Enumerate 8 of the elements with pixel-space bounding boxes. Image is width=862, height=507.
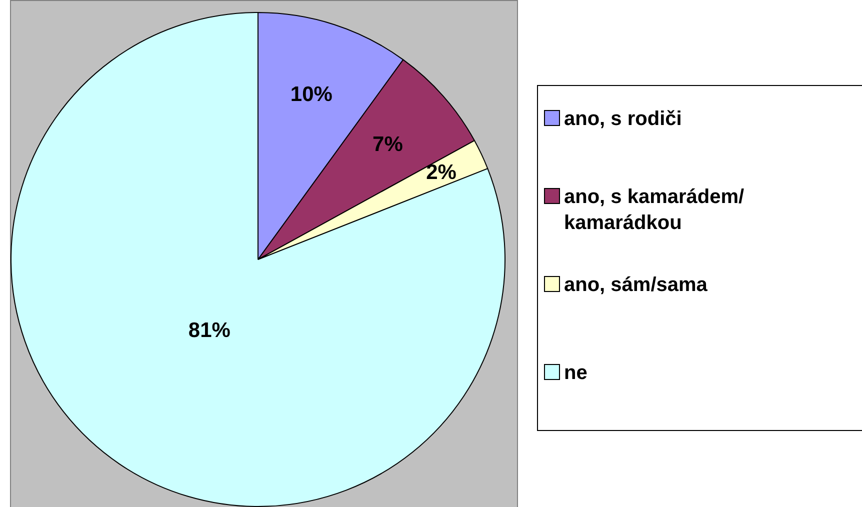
- legend-label: ano, sám/sama: [564, 273, 708, 298]
- data-label: 2%: [426, 161, 457, 184]
- data-label: 81%: [188, 318, 231, 342]
- legend-label: ne: [564, 361, 588, 386]
- data-label: 7%: [372, 132, 404, 156]
- legend-label: ano, s rodiči: [564, 107, 683, 132]
- data-label: 10%: [290, 82, 333, 106]
- legend-label: ano, s kamarádem/ kamarádkou: [564, 185, 746, 236]
